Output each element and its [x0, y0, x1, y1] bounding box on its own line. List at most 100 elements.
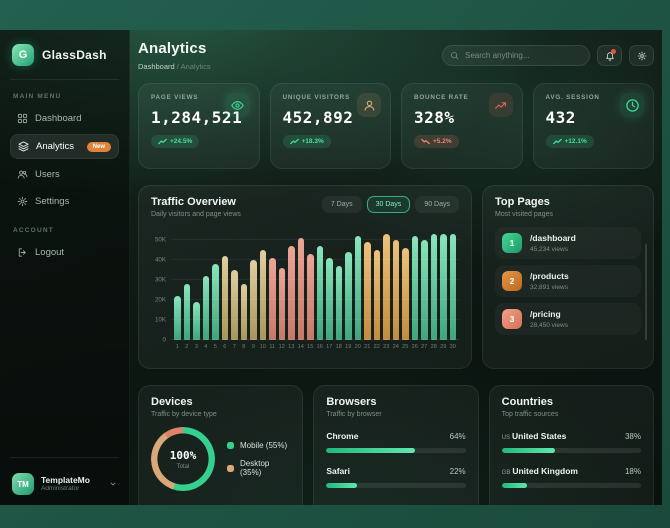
chart-bar[interactable] [240, 284, 247, 340]
bell-icon [605, 51, 615, 61]
chart-bar[interactable] [430, 234, 437, 340]
chart-bar[interactable] [250, 260, 257, 340]
x-axis-tick: 30 [449, 344, 456, 350]
chart-bar[interactable] [183, 284, 190, 340]
traffic-subtitle: Daily visitors and page views [151, 211, 241, 218]
chart-bar[interactable] [326, 258, 333, 340]
chart-bar[interactable] [259, 250, 266, 340]
chart-bar[interactable] [373, 250, 380, 340]
page-header: Analytics Dashboard / Analytics [138, 40, 654, 71]
x-axis-tick: 23 [383, 344, 390, 350]
meter-name: US United States [501, 431, 567, 441]
stat-card-bounce-rate: BOUNCE RATE 328% +5.2% [401, 83, 523, 169]
chart-bar[interactable] [392, 240, 399, 340]
legend-item: Desktop (35%) [227, 459, 290, 477]
meter-value: 64% [449, 432, 466, 441]
chart-bar[interactable] [345, 252, 352, 340]
trend-up-icon [488, 93, 513, 117]
legend-label: Desktop (35%) [240, 459, 270, 477]
legend-dot [227, 442, 234, 449]
chart-bar[interactable] [411, 236, 418, 340]
chart-bar[interactable] [440, 234, 447, 340]
browsers-card: Browsers Traffic by browser Chrome 64% Saf… [313, 385, 479, 505]
chart-bar[interactable] [269, 258, 276, 340]
header-actions [442, 45, 654, 66]
x-axis-tick: 7 [232, 344, 236, 350]
chart-bar[interactable] [383, 234, 390, 340]
meter-value: 38% [624, 432, 641, 441]
breadcrumb: Dashboard / Analytics [138, 62, 211, 71]
progress-bar [326, 448, 466, 453]
devices-subtitle: Traffic by device type [151, 411, 217, 418]
chart-bar[interactable] [402, 248, 409, 340]
chart-bar[interactable] [202, 276, 209, 340]
logo[interactable]: G GlassDash [10, 42, 119, 68]
chart-bar[interactable] [449, 234, 456, 340]
chart-bar[interactable] [212, 264, 219, 340]
stat-card-page-views: PAGE VIEWS 1,284,521 +24.5% [138, 83, 260, 169]
progress-fill [501, 483, 527, 488]
notifications-button[interactable] [597, 45, 622, 66]
chart-bar[interactable] [193, 302, 200, 340]
gridline [171, 339, 459, 340]
browsers-subtitle: Traffic by browser [326, 411, 382, 418]
top-page-item[interactable]: 1/dashboard 45,234 views [495, 227, 641, 259]
stat-value: 452,892 [282, 108, 354, 127]
meter-name: Chrome [326, 431, 359, 441]
layers-icon [18, 141, 29, 152]
rank-badge: 2 [502, 271, 522, 291]
top-pages-subtitle: Most visited pages [495, 211, 553, 218]
range-chip-90-days[interactable]: 90 Days [415, 196, 459, 213]
meter-name: GB United Kingdom [501, 466, 578, 476]
chart-bar[interactable] [288, 246, 295, 340]
range-chip-7-days[interactable]: 7 Days [321, 196, 362, 213]
page-path: /pricing [530, 309, 561, 320]
sidebar-item-label: Logout [35, 247, 65, 258]
user-meta: TemplateMo Administrator [41, 475, 90, 494]
chart-bar[interactable] [174, 296, 181, 340]
sidebar-item-users[interactable]: Users [10, 163, 119, 186]
chart-bar[interactable] [316, 246, 323, 340]
devices-card: Devices Traffic by device type 100% Tota… [138, 385, 304, 505]
sidebar-item-dashboard[interactable]: Dashboard [10, 107, 119, 130]
search-input[interactable] [442, 45, 590, 66]
settings-button[interactable] [629, 45, 654, 66]
sidebar-item-analytics[interactable]: Analytics New [10, 134, 119, 159]
x-axis-tick: 22 [373, 344, 380, 350]
chart-bar[interactable] [335, 266, 342, 340]
chart-bar[interactable] [278, 268, 285, 340]
gridline [171, 279, 459, 280]
chevron-down-icon[interactable] [109, 480, 117, 488]
range-chip-30-days[interactable]: 30 Days [366, 196, 411, 213]
sidebar-item-settings[interactable]: Settings [10, 190, 119, 213]
x-axis-tick: 24 [392, 344, 399, 350]
breadcrumb-root[interactable]: Dashboard [138, 62, 175, 71]
chart-bar[interactable] [231, 270, 238, 340]
trend-up-icon [289, 138, 299, 145]
rank-badge: 1 [502, 233, 522, 253]
chart-bar[interactable] [364, 242, 371, 340]
chart-bar[interactable] [354, 236, 361, 340]
search-icon [450, 51, 459, 60]
stat-label: BOUNCE RATE [414, 94, 469, 101]
sidebar-spacer [10, 268, 119, 446]
legend-label: Mobile (55%) [240, 441, 288, 450]
user-profile[interactable]: TM TemplateMo Administrator [10, 469, 119, 495]
chart-bar[interactable] [297, 238, 304, 340]
top-page-item[interactable]: 3/pricing 28,450 views [495, 303, 641, 335]
sidebar-item-logout[interactable]: Logout [10, 241, 119, 264]
x-axis-tick: 20 [354, 344, 361, 350]
y-axis-tick: 10K [154, 316, 166, 324]
progress-fill [501, 448, 555, 453]
stat-label: AVG. SESSION [545, 94, 600, 101]
stat-change-value: +24.5% [170, 138, 193, 145]
scrollbar[interactable] [645, 244, 647, 340]
trend-down-icon [421, 138, 430, 145]
stat-value: 432 [545, 108, 576, 127]
middle-row: Traffic Overview Daily visitors and page… [138, 185, 654, 369]
logout-icon [17, 247, 28, 258]
chart-bar[interactable] [221, 256, 228, 340]
top-page-item[interactable]: 2/products 32,891 views [495, 265, 641, 297]
chart-bar[interactable] [307, 254, 314, 340]
chart-bar[interactable] [421, 240, 428, 340]
